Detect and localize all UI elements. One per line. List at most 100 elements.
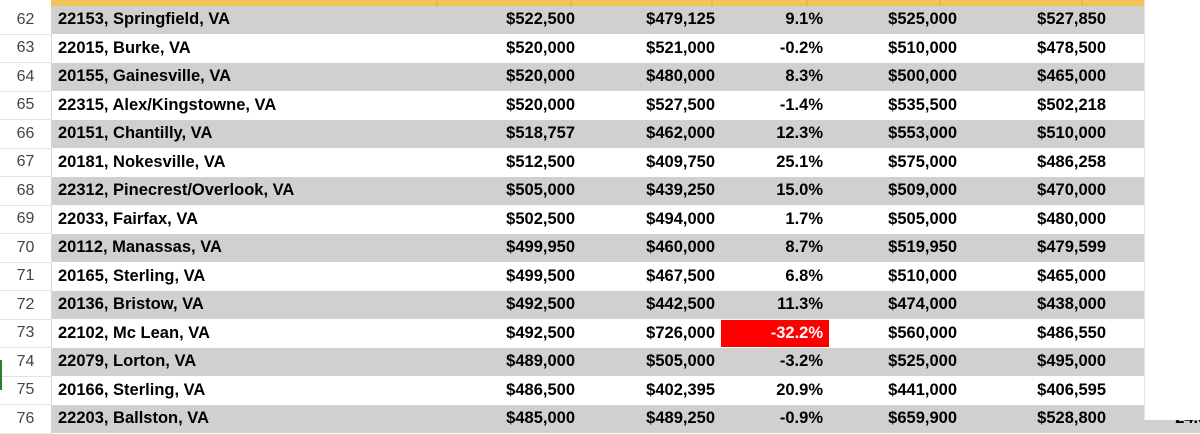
- cell-location[interactable]: 20165, Sterling, VA: [51, 262, 438, 291]
- cell-col3[interactable]: -1.4%: [721, 91, 829, 120]
- cell-col2[interactable]: $480,000: [581, 62, 721, 92]
- cell-location[interactable]: 22015, Burke, VA: [51, 34, 438, 63]
- row-number[interactable]: 64: [0, 62, 52, 92]
- cell-col3[interactable]: 20.9%: [721, 376, 829, 405]
- cell-col4[interactable]: $505,000: [829, 205, 963, 234]
- cell-location[interactable]: 22312, Pinecrest/Overlook, VA: [51, 176, 438, 206]
- cell-col1[interactable]: $492,500: [438, 290, 581, 320]
- cell-col4[interactable]: $500,000: [829, 62, 963, 92]
- cell-col4[interactable]: $553,000: [829, 119, 963, 149]
- row-number[interactable]: 70: [0, 233, 52, 263]
- cell-col4[interactable]: $575,000: [829, 148, 963, 177]
- cell-col1[interactable]: $499,950: [438, 233, 581, 263]
- cell-col3[interactable]: -32.2%: [721, 319, 829, 348]
- row-number[interactable]: 71: [0, 262, 52, 291]
- cell-col1[interactable]: $492,500: [438, 319, 581, 348]
- cell-location[interactable]: 20166, Sterling, VA: [51, 376, 438, 405]
- row-number[interactable]: 68: [0, 176, 52, 206]
- row-number[interactable]: 62: [0, 6, 52, 35]
- cell-col2[interactable]: $489,250: [581, 404, 721, 434]
- cell-col3[interactable]: 8.7%: [721, 233, 829, 263]
- cell-col3[interactable]: 6.8%: [721, 262, 829, 291]
- cell-col4[interactable]: $659,900: [829, 404, 963, 434]
- cell-col3[interactable]: -3.2%: [721, 347, 829, 377]
- cell-col1[interactable]: $512,500: [438, 148, 581, 177]
- cell-location[interactable]: 20181, Nokesville, VA: [51, 148, 438, 177]
- row-number[interactable]: 66: [0, 119, 52, 149]
- table-row[interactable]: 62 22153, Springfield, VA $522,500 $479,125…: [0, 6, 1200, 35]
- cell-col4[interactable]: $535,500: [829, 91, 963, 120]
- cell-location[interactable]: 20136, Bristow, VA: [51, 290, 438, 320]
- table-row[interactable]: 71 20165, Sterling, VA $499,500 $467,500 6.8…: [0, 262, 1200, 291]
- cell-col1[interactable]: $522,500: [438, 6, 581, 35]
- cell-location[interactable]: 20155, Gainesville, VA: [51, 62, 438, 92]
- table-row[interactable]: 72 20136, Bristow, VA $492,500 $442,500 11.3…: [0, 290, 1200, 320]
- table-row[interactable]: 70 20112, Manassas, VA $499,950 $460,000 8.7…: [0, 233, 1200, 263]
- cell-location[interactable]: 20151, Chantilly, VA: [51, 119, 438, 149]
- table-row[interactable]: 74 22079, Lorton, VA $489,000 $505,000 -3.2%…: [0, 347, 1200, 377]
- cell-col2[interactable]: $479,125: [581, 6, 721, 35]
- cell-location[interactable]: 22079, Lorton, VA: [51, 347, 438, 377]
- cell-col2[interactable]: $467,500: [581, 262, 721, 291]
- cell-location[interactable]: 20112, Manassas, VA: [51, 233, 438, 263]
- cell-col5[interactable]: $479,599: [963, 233, 1112, 263]
- cell-col5[interactable]: $486,550: [963, 319, 1112, 348]
- cell-col4[interactable]: $510,000: [829, 34, 963, 63]
- row-number[interactable]: 67: [0, 148, 52, 177]
- cell-col1[interactable]: $485,000: [438, 404, 581, 434]
- table-row[interactable]: 66 20151, Chantilly, VA $518,757 $462,000 12…: [0, 119, 1200, 149]
- row-number[interactable]: 75: [0, 376, 52, 405]
- cell-col2[interactable]: $409,750: [581, 148, 721, 177]
- cell-col5[interactable]: $465,000: [963, 62, 1112, 92]
- row-number[interactable]: 63: [0, 34, 52, 63]
- row-number[interactable]: 72: [0, 290, 52, 320]
- cell-col2[interactable]: $527,500: [581, 91, 721, 120]
- table-row[interactable]: 64 20155, Gainesville, VA $520,000 $480,000…: [0, 62, 1200, 92]
- cell-col3[interactable]: 25.1%: [721, 148, 829, 177]
- cell-col1[interactable]: $502,500: [438, 205, 581, 234]
- cell-col5[interactable]: $510,000: [963, 119, 1112, 149]
- cell-col3[interactable]: 9.1%: [721, 6, 829, 35]
- row-number[interactable]: 69: [0, 205, 52, 234]
- cell-location[interactable]: 22153, Springfield, VA: [51, 6, 438, 35]
- cell-location[interactable]: 22102, Mc Lean, VA: [51, 319, 438, 348]
- table-row[interactable]: 76 22203, Ballston, VA $485,000 $489,250 -0.…: [0, 404, 1200, 434]
- cell-col5[interactable]: $438,000: [963, 290, 1112, 320]
- cell-col5[interactable]: $528,800: [963, 404, 1112, 434]
- cell-col5[interactable]: $480,000: [963, 205, 1112, 234]
- cell-col1[interactable]: $499,500: [438, 262, 581, 291]
- cell-col5[interactable]: $406,595: [963, 376, 1112, 405]
- cell-col2[interactable]: $442,500: [581, 290, 721, 320]
- cell-col3[interactable]: 15.0%: [721, 176, 829, 206]
- cell-col2[interactable]: $402,395: [581, 376, 721, 405]
- cell-col2[interactable]: $462,000: [581, 119, 721, 149]
- cell-col2[interactable]: $439,250: [581, 176, 721, 206]
- cell-col3[interactable]: -0.9%: [721, 404, 829, 434]
- cell-col4[interactable]: $519,950: [829, 233, 963, 263]
- cell-col4[interactable]: $560,000: [829, 319, 963, 348]
- table-row[interactable]: 75 20166, Sterling, VA $486,500 $402,395 20.…: [0, 376, 1200, 405]
- cell-col3[interactable]: 11.3%: [721, 290, 829, 320]
- cell-col5[interactable]: $527,850: [963, 6, 1112, 35]
- cell-col5[interactable]: $478,500: [963, 34, 1112, 63]
- row-number[interactable]: 74: [0, 347, 52, 377]
- cell-col3[interactable]: -0.2%: [721, 34, 829, 63]
- cell-col5[interactable]: $465,000: [963, 262, 1112, 291]
- cell-col5[interactable]: $502,218: [963, 91, 1112, 120]
- cell-col4[interactable]: $525,000: [829, 347, 963, 377]
- table-row[interactable]: 73 22102, Mc Lean, VA $492,500 $726,000 -32.…: [0, 319, 1200, 348]
- cell-col5[interactable]: $486,258: [963, 148, 1112, 177]
- cell-col2[interactable]: $460,000: [581, 233, 721, 263]
- table-row[interactable]: 65 22315, Alex/Kingstowne, VA $520,000 $527…: [0, 91, 1200, 120]
- cell-col4[interactable]: $510,000: [829, 262, 963, 291]
- cell-col5[interactable]: $470,000: [963, 176, 1112, 206]
- cell-col4[interactable]: $509,000: [829, 176, 963, 206]
- cell-col3[interactable]: 8.3%: [721, 62, 829, 92]
- cell-col3[interactable]: 1.7%: [721, 205, 829, 234]
- table-row[interactable]: 68 22312, Pinecrest/Overlook, VA $505,000 $…: [0, 176, 1200, 206]
- table-row[interactable]: 69 22033, Fairfax, VA $502,500 $494,000 1.7%…: [0, 205, 1200, 234]
- row-number[interactable]: 76: [0, 404, 52, 434]
- cell-col3[interactable]: 12.3%: [721, 119, 829, 149]
- cell-col4[interactable]: $441,000: [829, 376, 963, 405]
- cell-col1[interactable]: $486,500: [438, 376, 581, 405]
